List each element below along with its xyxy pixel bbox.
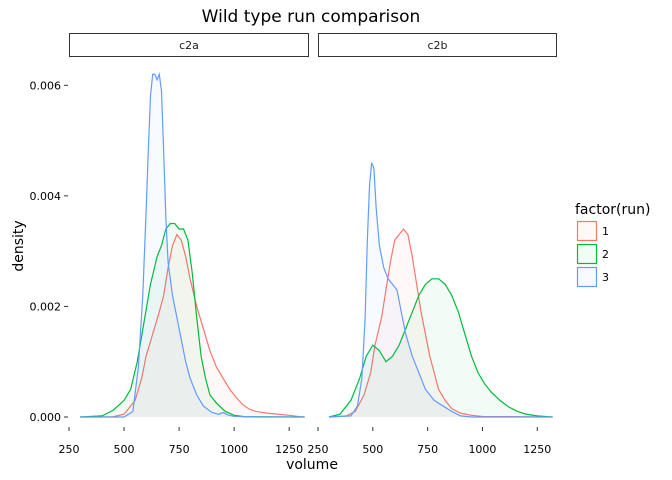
legend-item-3: 3 [576,266,609,288]
x-axis-title: volume [286,457,338,473]
legend-item-2: 2 [576,243,609,265]
x-tick-label: 750 [417,443,438,456]
x-tick-label: 1000 [468,443,496,456]
legend: factor(run) 1 2 3 [575,202,650,288]
x-tick-label: 1000 [220,443,248,456]
legend-key [576,266,598,288]
strip-c2a [69,33,309,57]
strip-c2b [318,33,557,57]
strip-label: c2a [179,39,199,52]
chart-title: Wild type run comparison [202,7,421,27]
y-axis-title: density [11,220,27,271]
density-area-c2a-run-1 [80,234,305,417]
legend-key [576,243,598,265]
density-area-c2b-run-2 [328,278,553,417]
x-tick-label: 250 [59,443,80,456]
x-tick-label: 500 [362,443,383,456]
x-tick-label: 1250 [523,443,551,456]
y-tick-label: 0.004 [30,190,62,203]
density-line-c2b-run-1 [328,228,553,418]
legend-item-1: 1 [576,220,609,242]
legend-title: factor(run) [575,202,650,218]
legend-label: 2 [602,248,609,261]
x-tick-label: 1250 [275,443,303,456]
density-area-c2b-run-1 [328,229,553,417]
facet-panels: c2a 250 500 750 1000 1250 c2b 250 500 750 1000 1250… [30,33,557,456]
x-tick-label: 750 [169,443,190,456]
y-tick-label: 0.006 [30,79,62,92]
legend-key [576,220,598,242]
x-tick-label: 500 [114,443,135,456]
strip-label: c2b [427,39,447,52]
density-line-c2a-run-1 [80,233,305,418]
density-line-c2a-run-3 [80,71,305,418]
y-axis: 0.000 0.002 0.004 0.006 [30,79,68,424]
density-line-c2b-run-3 [328,162,553,418]
density-area-c2b-run-3 [328,162,553,417]
density-line-c2b-run-2 [328,278,553,418]
y-tick-label: 0.000 [30,411,62,424]
density-line-c2a-run-2 [79,222,305,418]
x-tick-label: 250 [308,443,329,456]
y-tick-label: 0.002 [30,300,62,313]
legend-label: 3 [602,271,609,284]
panel-c2b: c2b 250 500 750 1000 1250 [308,33,557,456]
panel-c2a: c2a 250 500 750 1000 1250 [59,33,309,456]
legend-label: 1 [602,225,609,238]
